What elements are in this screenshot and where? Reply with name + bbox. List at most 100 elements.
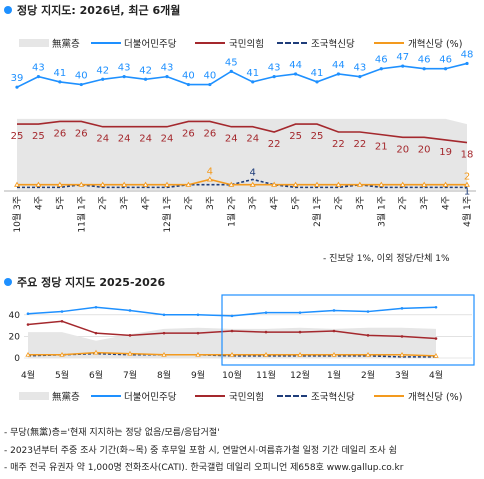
legend-swatch-ppp <box>195 42 225 44</box>
data-label: 22 <box>353 139 366 150</box>
data-point <box>400 307 404 310</box>
data-point <box>228 181 235 187</box>
data-label: 44 <box>289 60 302 71</box>
data-point <box>58 80 62 84</box>
data-point <box>122 75 126 79</box>
data-label: 26 <box>53 128 66 139</box>
data-label: 41 <box>246 68 259 79</box>
data-point <box>185 181 192 187</box>
note-2: - 2023년부터 주중 조사 기간(화~목) 중 후무일 포함 시, 연말연시… <box>4 446 397 456</box>
data-point <box>15 85 19 89</box>
top-footnote: - 진보당 1%, 이외 정당/단체 1% <box>323 254 450 264</box>
data-point <box>56 181 63 187</box>
data-point <box>143 77 148 81</box>
x-tick-label: 4주 <box>141 196 152 210</box>
data-label: 24 <box>96 134 109 145</box>
data-point <box>26 323 30 326</box>
data-point <box>230 329 234 333</box>
x-tick-label: 5주 <box>291 196 302 210</box>
data-label: 22 <box>268 139 281 150</box>
data-label: 48 <box>461 49 474 60</box>
y-tick-label: 20 <box>9 332 21 342</box>
legend-label-ppp: 국민의힘 <box>229 39 264 50</box>
data-label: 40 <box>182 71 195 82</box>
data-point <box>335 181 342 187</box>
legend-label-cho: 조국혁신당 <box>311 39 355 50</box>
bullet-icon <box>4 6 12 14</box>
legend-swatch-ppp <box>195 395 225 397</box>
x-tick-label: 2주 <box>398 196 409 210</box>
data-label: 43 <box>118 63 131 74</box>
x-tick-label: 11월 <box>256 369 276 381</box>
series-line <box>16 62 468 88</box>
series-line <box>17 120 468 144</box>
data-point <box>297 351 303 357</box>
bottom-line-chart: 0 20 40 4월 5월 6월 7월 8월 9월 10월 11월 12월 1월 2월 3월 4월 <box>9 294 475 381</box>
data-point <box>36 75 41 79</box>
data-point <box>378 181 385 187</box>
data-point <box>206 176 213 182</box>
data-point <box>401 64 405 68</box>
data-point <box>162 313 166 317</box>
data-point <box>421 181 428 187</box>
data-point <box>399 351 405 357</box>
data-point <box>101 77 105 81</box>
x-tick-label: 6월 <box>89 369 103 381</box>
data-point <box>433 353 439 358</box>
data-label: 4 <box>207 166 213 177</box>
data-point <box>366 310 370 313</box>
data-label: 24 <box>225 134 238 145</box>
x-tick-label: 2주 <box>333 196 344 210</box>
data-point <box>442 181 449 187</box>
data-point <box>271 181 278 187</box>
data-label: 26 <box>182 128 195 139</box>
data-point <box>251 80 255 84</box>
legend-label-cho: 조국혁신당 <box>311 392 355 403</box>
data-point <box>196 313 200 317</box>
data-point <box>399 181 406 187</box>
data-label: 40 <box>203 71 216 82</box>
data-point <box>121 181 128 187</box>
x-tick-label: 1월 2주 <box>225 196 237 227</box>
x-tick-label: 3주 <box>205 196 216 210</box>
data-label: 1 <box>464 186 470 197</box>
data-point <box>229 69 233 73</box>
x-tick-label: 3월 1주 <box>375 196 387 227</box>
x-tick-label: 5주 <box>55 196 66 210</box>
data-point <box>298 311 302 314</box>
data-point <box>331 351 337 357</box>
legend-swatch-none <box>19 392 49 400</box>
legend-swatch-minju <box>91 395 121 397</box>
highlight-box <box>221 294 475 366</box>
data-point <box>422 67 426 71</box>
data-point <box>60 310 64 313</box>
data-label: 26 <box>203 128 216 139</box>
x-tick-label: 3월 <box>395 369 409 381</box>
data-label: 22 <box>332 139 345 150</box>
data-point <box>208 82 212 87</box>
data-point <box>161 351 167 357</box>
data-label: 46 <box>439 55 452 66</box>
data-label: 25 <box>311 131 324 142</box>
bottom-legend: 無黨층 더불어민주당 국민의힘 조국혁신당 개혁신당 (%) <box>0 389 484 403</box>
data-label: 2 <box>464 172 470 183</box>
data-point <box>365 351 371 357</box>
data-label: 42 <box>96 65 109 76</box>
x-tick-label: 4월 1주 <box>461 196 473 227</box>
data-point <box>128 309 132 312</box>
data-point <box>366 334 370 337</box>
x-tick-label: 7월 <box>123 369 137 381</box>
data-point <box>229 351 235 357</box>
data-point <box>443 67 448 71</box>
data-point <box>293 72 298 76</box>
data-label: 20 <box>396 144 409 155</box>
data-point <box>196 331 200 335</box>
data-point <box>263 351 269 357</box>
x-tick-label: 10월 3주 <box>11 196 23 233</box>
bottom-chart-title: 주요 정당 지지도 2025-2026 <box>4 274 165 290</box>
legend-swatch-reform <box>374 395 404 397</box>
data-label: 24 <box>139 134 152 145</box>
y-tick-label: 40 <box>9 311 21 321</box>
x-tick-label: 4주 <box>441 196 452 210</box>
y-tick-label: 0 <box>14 354 20 364</box>
